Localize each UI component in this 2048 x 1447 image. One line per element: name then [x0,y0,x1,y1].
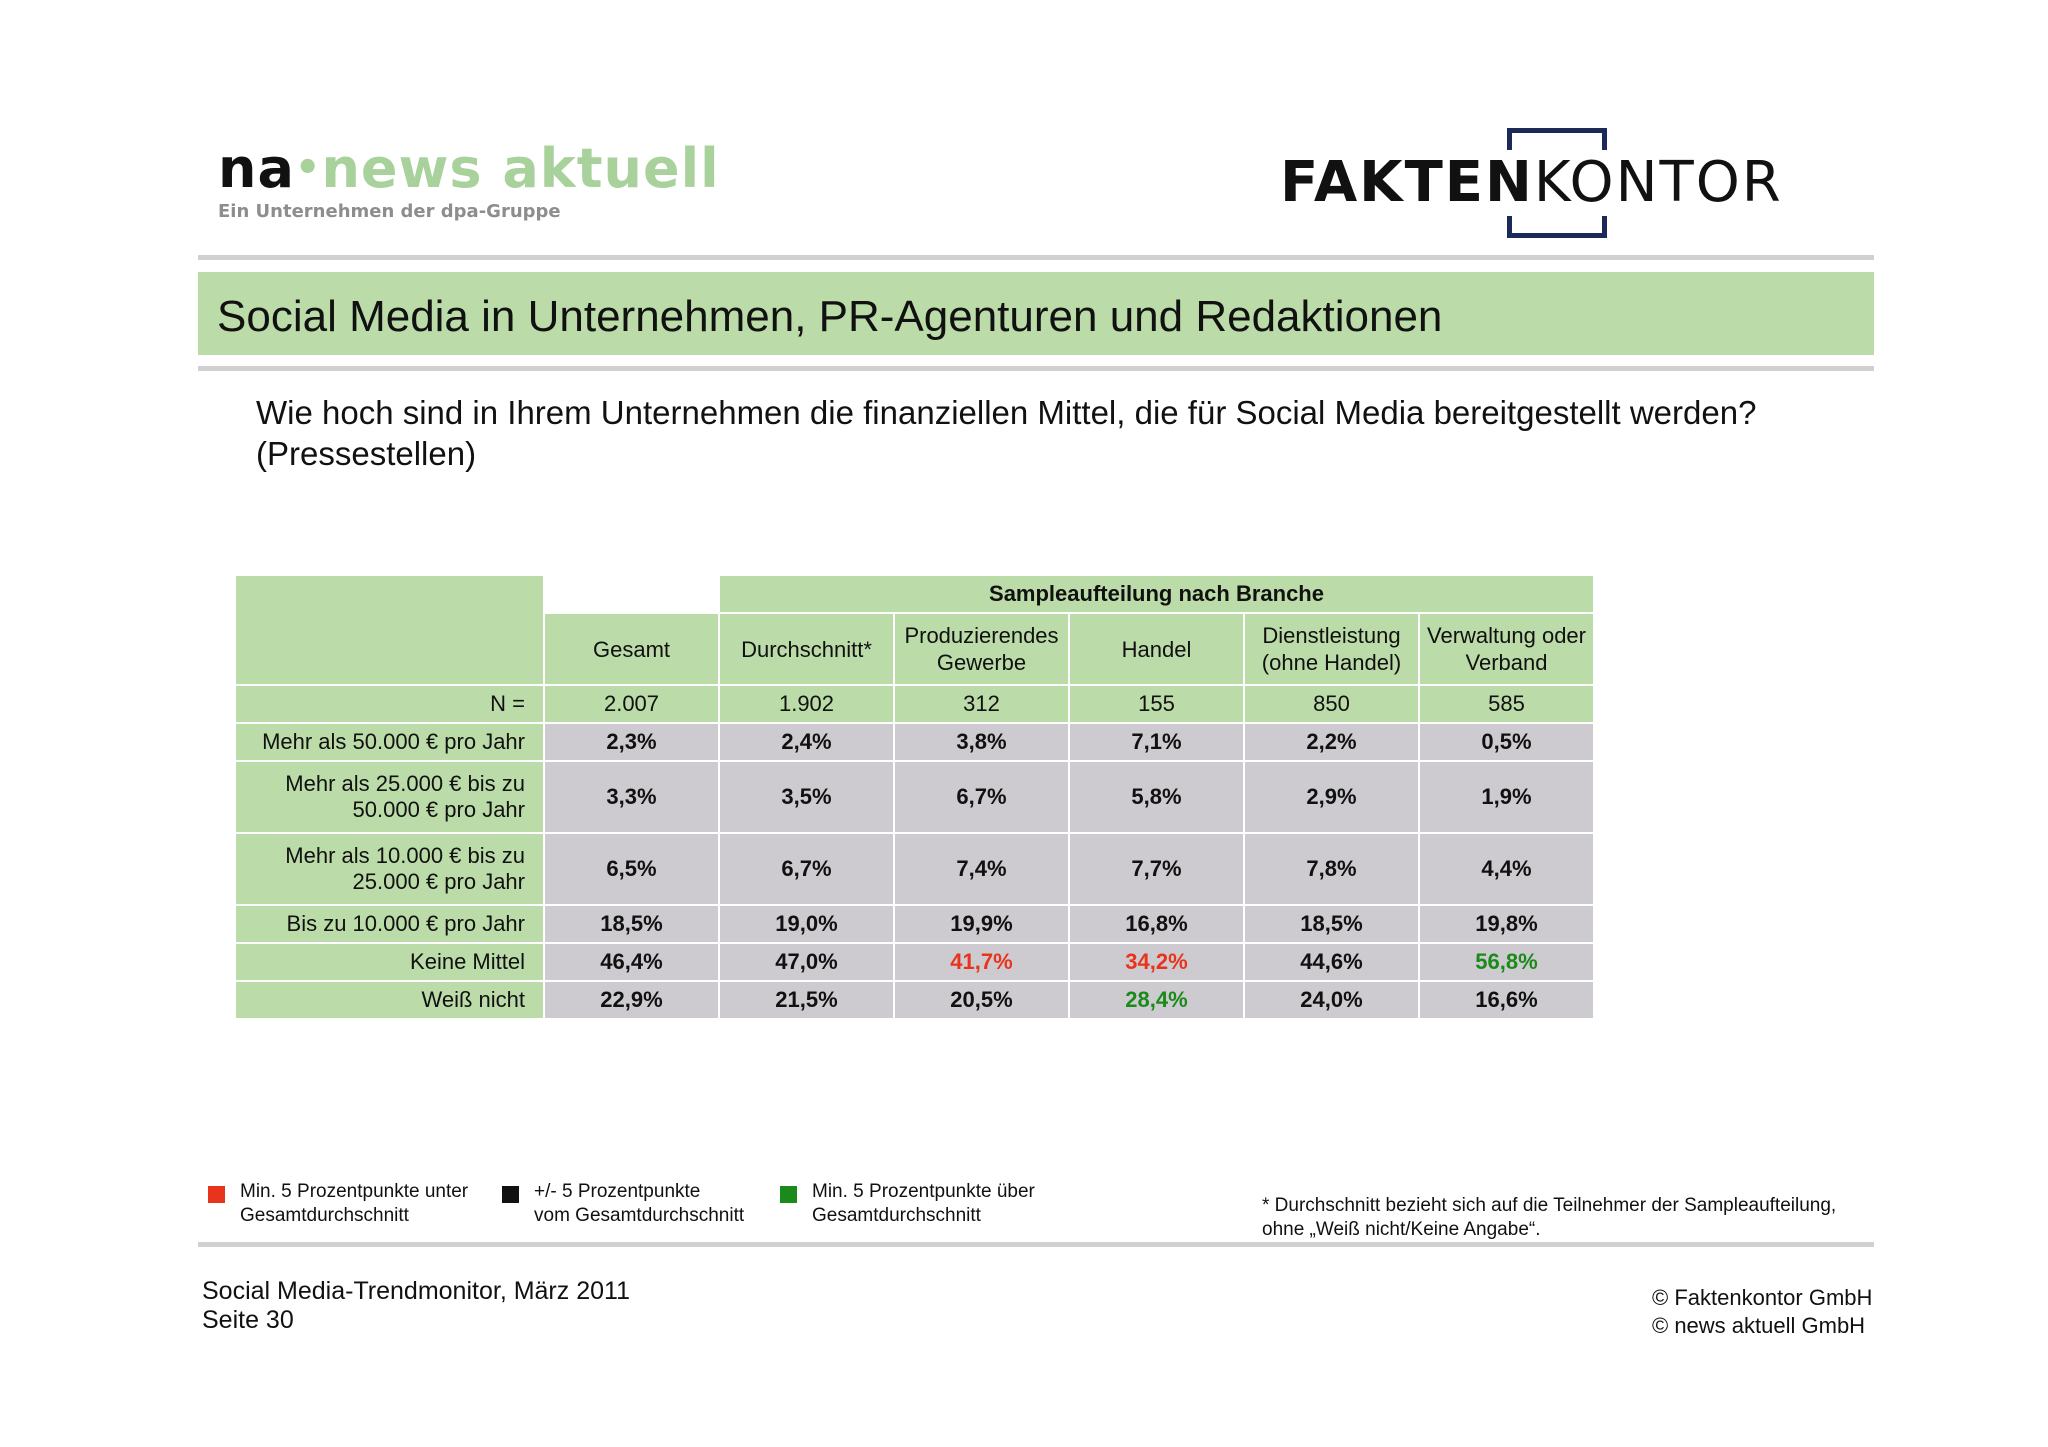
results-table: Sampleaufteilung nach Branche Gesamt Dur… [234,574,1595,1020]
legend-swatch-green [780,1186,797,1203]
footer-report-name: Social Media-Trendmonitor, März 2011 [202,1277,630,1305]
row-label: Weiß nicht [236,982,543,1018]
row-label: Mehr als 25.000 € bis zu 50.000 € pro Jah… [236,762,543,832]
n-value: 850 [1245,686,1418,722]
n-value: 585 [1420,686,1593,722]
cell-value: 20,5% [895,982,1068,1018]
cell-value: 18,5% [545,906,718,942]
cell-value: 7,4% [895,834,1068,904]
logo-kontor-text: KONTOR [1533,150,1783,215]
cell-value: 1,9% [1420,762,1593,832]
table-blank-cell [545,576,718,612]
cell-value-above-average: 28,4% [1070,982,1243,1018]
logo-dot: • [294,145,322,191]
table-row: Mehr als 50.000 € pro Jahr 2,3% 2,4% 3,8… [236,724,1593,760]
table-row: Mehr als 10.000 € bis zu 25.000 € pro Jah… [236,834,1593,904]
cell-value: 7,7% [1070,834,1243,904]
table-row: Mehr als 25.000 € bis zu 50.000 € pro Jah… [236,762,1593,832]
cell-value: 16,8% [1070,906,1243,942]
cell-value: 6,5% [545,834,718,904]
logo-bracket-bottom [1507,216,1607,238]
logo-news-text: news aktuell [321,137,720,200]
cell-value: 5,8% [1070,762,1243,832]
row-label: Keine Mittel [236,944,543,980]
cell-value: 6,7% [895,762,1068,832]
cell-value: 46,4% [545,944,718,980]
logo-fakten-text: FAKTEN [1280,150,1534,215]
divider-under-title [198,366,1874,371]
row-label-n: N = [236,686,543,722]
table-row: Bis zu 10.000 € pro Jahr 18,5% 19,0% 19,… [236,906,1593,942]
survey-question: Wie hoch sind in Ihrem Unternehmen die f… [256,392,1856,474]
table-corner [236,576,543,684]
footnote: * Durchschnitt bezieht sich auf die Teil… [1262,1195,1837,1240]
table-row: Keine Mittel 46,4% 47,0% 41,7% 34,2% 44,… [236,944,1593,980]
footer-source: Social Media-Trendmonitor, März 2011 Sei… [202,1277,630,1335]
faktenkontor-logo: FAKTENKONTOR [1280,128,1840,240]
divider-top [198,255,1874,260]
cell-value: 19,8% [1420,906,1593,942]
title-bar: Social Media in Unternehmen, PR-Agenture… [198,272,1874,355]
cell-value: 19,9% [895,906,1068,942]
logo-bracket-top [1507,128,1607,150]
cell-value: 3,3% [545,762,718,832]
cell-value: 2,3% [545,724,718,760]
table-row: Weiß nicht 22,9% 21,5% 20,5% 28,4% 24,0%… [236,982,1593,1018]
cell-value: 7,8% [1245,834,1418,904]
legend-swatch-black [502,1186,519,1203]
cell-value: 2,2% [1245,724,1418,760]
cell-value-above-average: 56,8% [1420,944,1593,980]
question-line-2: (Pressestellen) [256,435,477,472]
cell-value: 21,5% [720,982,893,1018]
logo-tagline: Ein Unternehmen der dpa-Gruppe [218,201,561,222]
cell-value: 2,4% [720,724,893,760]
col-header-verwaltung: Verwaltung oder Verband [1420,614,1593,684]
cell-value: 2,9% [1245,762,1418,832]
col-header-durchschnitt: Durchschnitt* [720,614,893,684]
n-value: 155 [1070,686,1243,722]
news-aktuell-logo: na•news aktuell Ein Unternehmen der dpa-… [218,137,720,223]
cell-value: 3,5% [720,762,893,832]
cell-value: 7,1% [1070,724,1243,760]
page-title: Social Media in Unternehmen, PR-Agenture… [217,292,1443,341]
cell-value-below-average: 34,2% [1070,944,1243,980]
row-label: Bis zu 10.000 € pro Jahr [236,906,543,942]
col-header-produzierendes-gewerbe: Produzierendes Gewerbe [895,614,1068,684]
n-value: 312 [895,686,1068,722]
n-value: 1.902 [720,686,893,722]
cell-value: 4,4% [1420,834,1593,904]
divider-bottom [198,1242,1874,1247]
row-label: Mehr als 10.000 € bis zu 25.000 € pro Jah… [236,834,543,904]
cell-value: 16,6% [1420,982,1593,1018]
footer-copyright: © Faktenkontor GmbH © news aktuell GmbH [1652,1285,1873,1338]
cell-value: 0,5% [1420,724,1593,760]
col-header-gesamt: Gesamt [545,614,718,684]
cell-value: 3,8% [895,724,1068,760]
super-header: Sampleaufteilung nach Branche [720,576,1593,612]
row-label: Mehr als 50.000 € pro Jahr [236,724,543,760]
question-line-1: Wie hoch sind in Ihrem Unternehmen die f… [256,394,1757,431]
cell-value: 47,0% [720,944,893,980]
cell-value: 19,0% [720,906,893,942]
legend-swatch-red [208,1186,225,1203]
cell-value: 6,7% [720,834,893,904]
cell-value-below-average: 41,7% [895,944,1068,980]
cell-value: 24,0% [1245,982,1418,1018]
n-value: 2.007 [545,686,718,722]
cell-value: 22,9% [545,982,718,1018]
logo-na-text: na [218,137,295,200]
cell-value: 18,5% [1245,906,1418,942]
col-header-handel: Handel [1070,614,1243,684]
footer-page-number: Seite 30 [202,1306,294,1334]
cell-value: 44,6% [1245,944,1418,980]
col-header-dienstleistung: Dienstleistung (ohne Handel) [1245,614,1418,684]
